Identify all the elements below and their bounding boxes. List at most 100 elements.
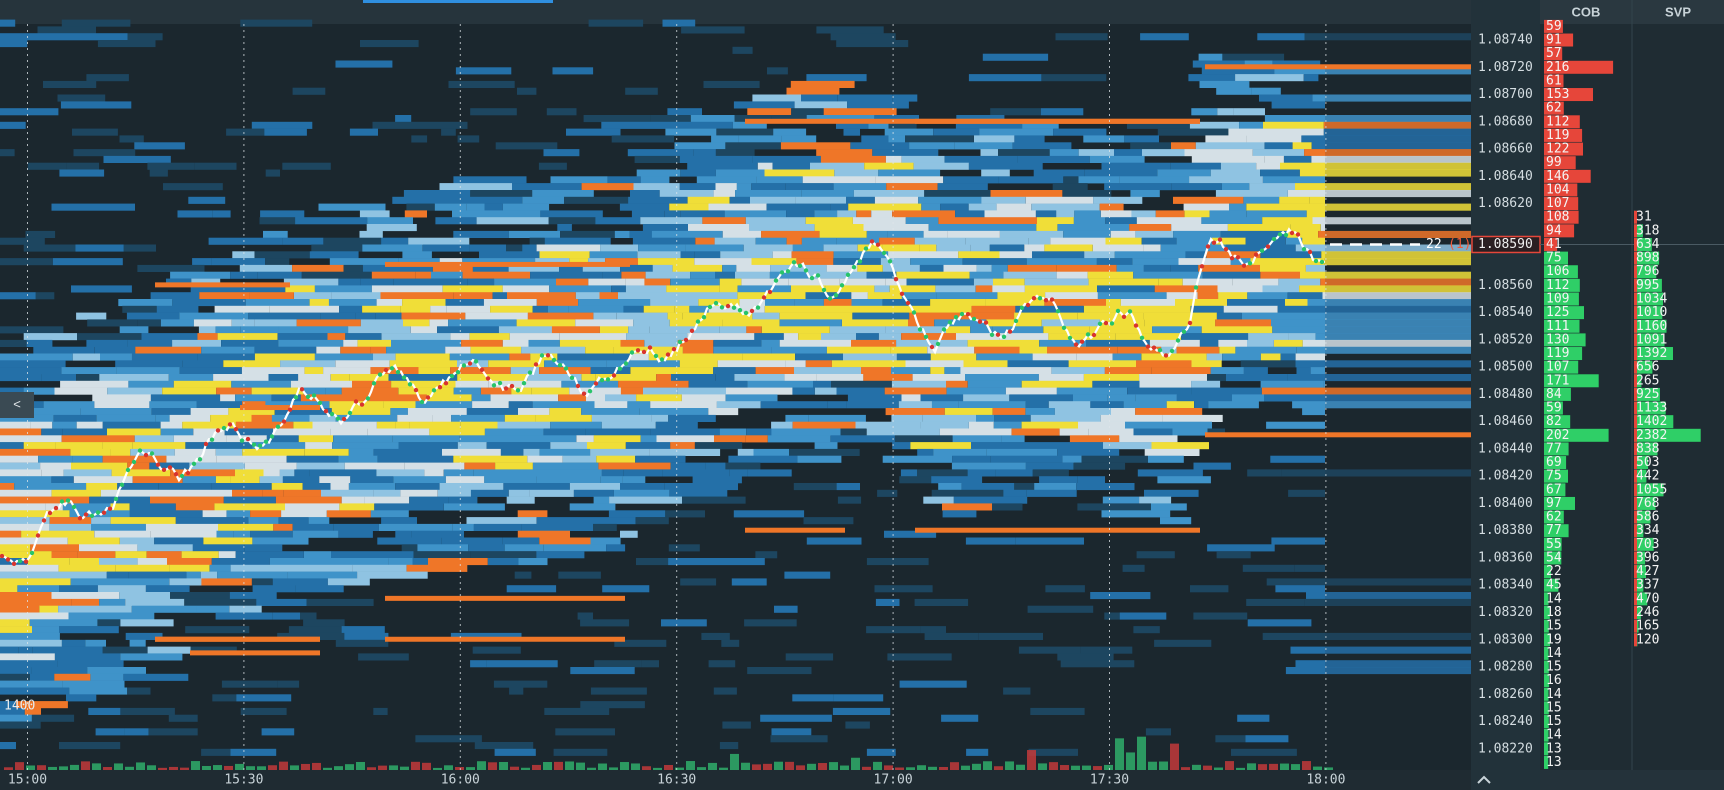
heatmap-cell (936, 244, 971, 252)
heatmap-cell (920, 421, 969, 429)
heatmap-cell (344, 632, 389, 640)
heatmap-cell (919, 264, 944, 272)
heatmap-cell (37, 26, 96, 34)
heatmap-cell (1261, 387, 1325, 395)
heatmap-cell (734, 374, 785, 382)
volume-bar (202, 765, 211, 770)
heatmap-cell (663, 121, 685, 129)
heatmap-cell (891, 414, 923, 422)
cob-size: 108 (1546, 210, 1569, 225)
heatmap-cell (1102, 496, 1140, 504)
heatmap-cell (1089, 326, 1153, 334)
heatmap-cell (110, 503, 130, 511)
heatmap-cell (1130, 190, 1160, 198)
heatmap-cell (640, 176, 670, 184)
volume-bar (356, 761, 365, 770)
cob-size: 122 (1546, 142, 1569, 157)
heatmap-cell (1288, 333, 1316, 341)
heatmap-cell (1019, 346, 1047, 354)
volume-bar (15, 762, 24, 770)
heatmap-cell (798, 333, 821, 341)
bid-bar (1544, 715, 1549, 729)
heatmap-cell (366, 224, 417, 232)
volume-bar (620, 762, 629, 770)
heatmap-cell (770, 264, 827, 272)
heatmap-cell (650, 299, 699, 307)
heatmap-cell (309, 414, 336, 422)
heatmap-cell (453, 292, 493, 300)
trade-dot (605, 377, 611, 382)
heatmap-cell (637, 251, 681, 259)
heatmap-cell (398, 258, 440, 266)
heatmap-cell (370, 510, 409, 518)
heatmap-cell (1104, 183, 1172, 191)
heatmap-cell (163, 183, 223, 191)
heatmap-cell (367, 428, 430, 436)
heatmap-cell (254, 251, 310, 259)
heatmap-cell (1073, 462, 1126, 470)
heatmap-cell (1190, 305, 1224, 313)
heatmap-cell (1154, 639, 1212, 647)
heatmap-cell (459, 435, 498, 443)
heatmap-cell (460, 421, 498, 429)
volume-bar (1016, 764, 1025, 770)
heatmap-cell (166, 455, 217, 463)
heatmap-cell (1181, 333, 1249, 341)
heatmap-cell (327, 333, 346, 341)
trade-dot (1115, 308, 1121, 314)
price-trace (0, 227, 1326, 566)
order-count: (1) (1448, 237, 1471, 252)
heatmap-cell (578, 571, 601, 579)
heatmap-cell (1130, 142, 1171, 150)
trade-dot (245, 436, 251, 442)
bid-bar (1544, 687, 1549, 701)
volume-bar (939, 766, 948, 770)
heatmap-cell (126, 312, 180, 320)
heatmap-cell (1001, 435, 1025, 443)
collapse-button[interactable] (0, 392, 34, 418)
heatmap-cell (1201, 67, 1275, 75)
bid-bar (1544, 428, 1609, 442)
collapse-button-label[interactable]: < (13, 396, 21, 411)
price-axis-panel (1471, 0, 1540, 790)
heatmap-cell (819, 230, 867, 238)
expand-icon[interactable] (1477, 775, 1491, 784)
heatmap-cell (376, 421, 396, 429)
heatmap-cell (41, 469, 64, 477)
heatmap-cell (539, 537, 591, 545)
resting-order-band (1325, 278, 1471, 286)
heatmap-cell (292, 87, 326, 95)
heatmap-cell (62, 503, 111, 511)
heatmap-cell (742, 353, 796, 361)
large-order-line (915, 527, 1200, 533)
heatmap-cell (598, 462, 671, 470)
heatmap-cell (963, 394, 1010, 402)
svp-volume: 470 (1636, 591, 1659, 606)
heatmap-cell (1014, 312, 1032, 320)
heatmap-cell (995, 469, 1033, 477)
heatmap-cell (837, 94, 893, 102)
heatmap-cell (585, 346, 614, 354)
heatmap-cell (808, 271, 867, 279)
heatmap-cell (549, 408, 582, 416)
heatmap-cell (1210, 169, 1261, 177)
volume-bar (1082, 765, 1091, 770)
heatmap-cell (536, 551, 585, 559)
heatmap-cell (390, 408, 408, 416)
cob-size: 14 (1546, 646, 1562, 661)
price-tick-label: 1.08240 (1478, 714, 1533, 729)
trade-dot (803, 268, 809, 273)
trade-dot (635, 348, 641, 353)
heatmap-cell (960, 367, 1028, 375)
large-order-line (155, 282, 290, 288)
heatmap-cell (875, 598, 900, 606)
heatmap-cell (481, 387, 512, 395)
heatmap-cell (1166, 292, 1198, 300)
heatmap-cell (30, 673, 55, 681)
heatmap-cell (641, 660, 659, 668)
heatmap-cell (484, 476, 537, 484)
heatmap-cell (106, 571, 129, 579)
heatmap-cell (887, 653, 952, 661)
heatmap-cell (370, 346, 387, 354)
svp-bar (1634, 442, 1658, 456)
